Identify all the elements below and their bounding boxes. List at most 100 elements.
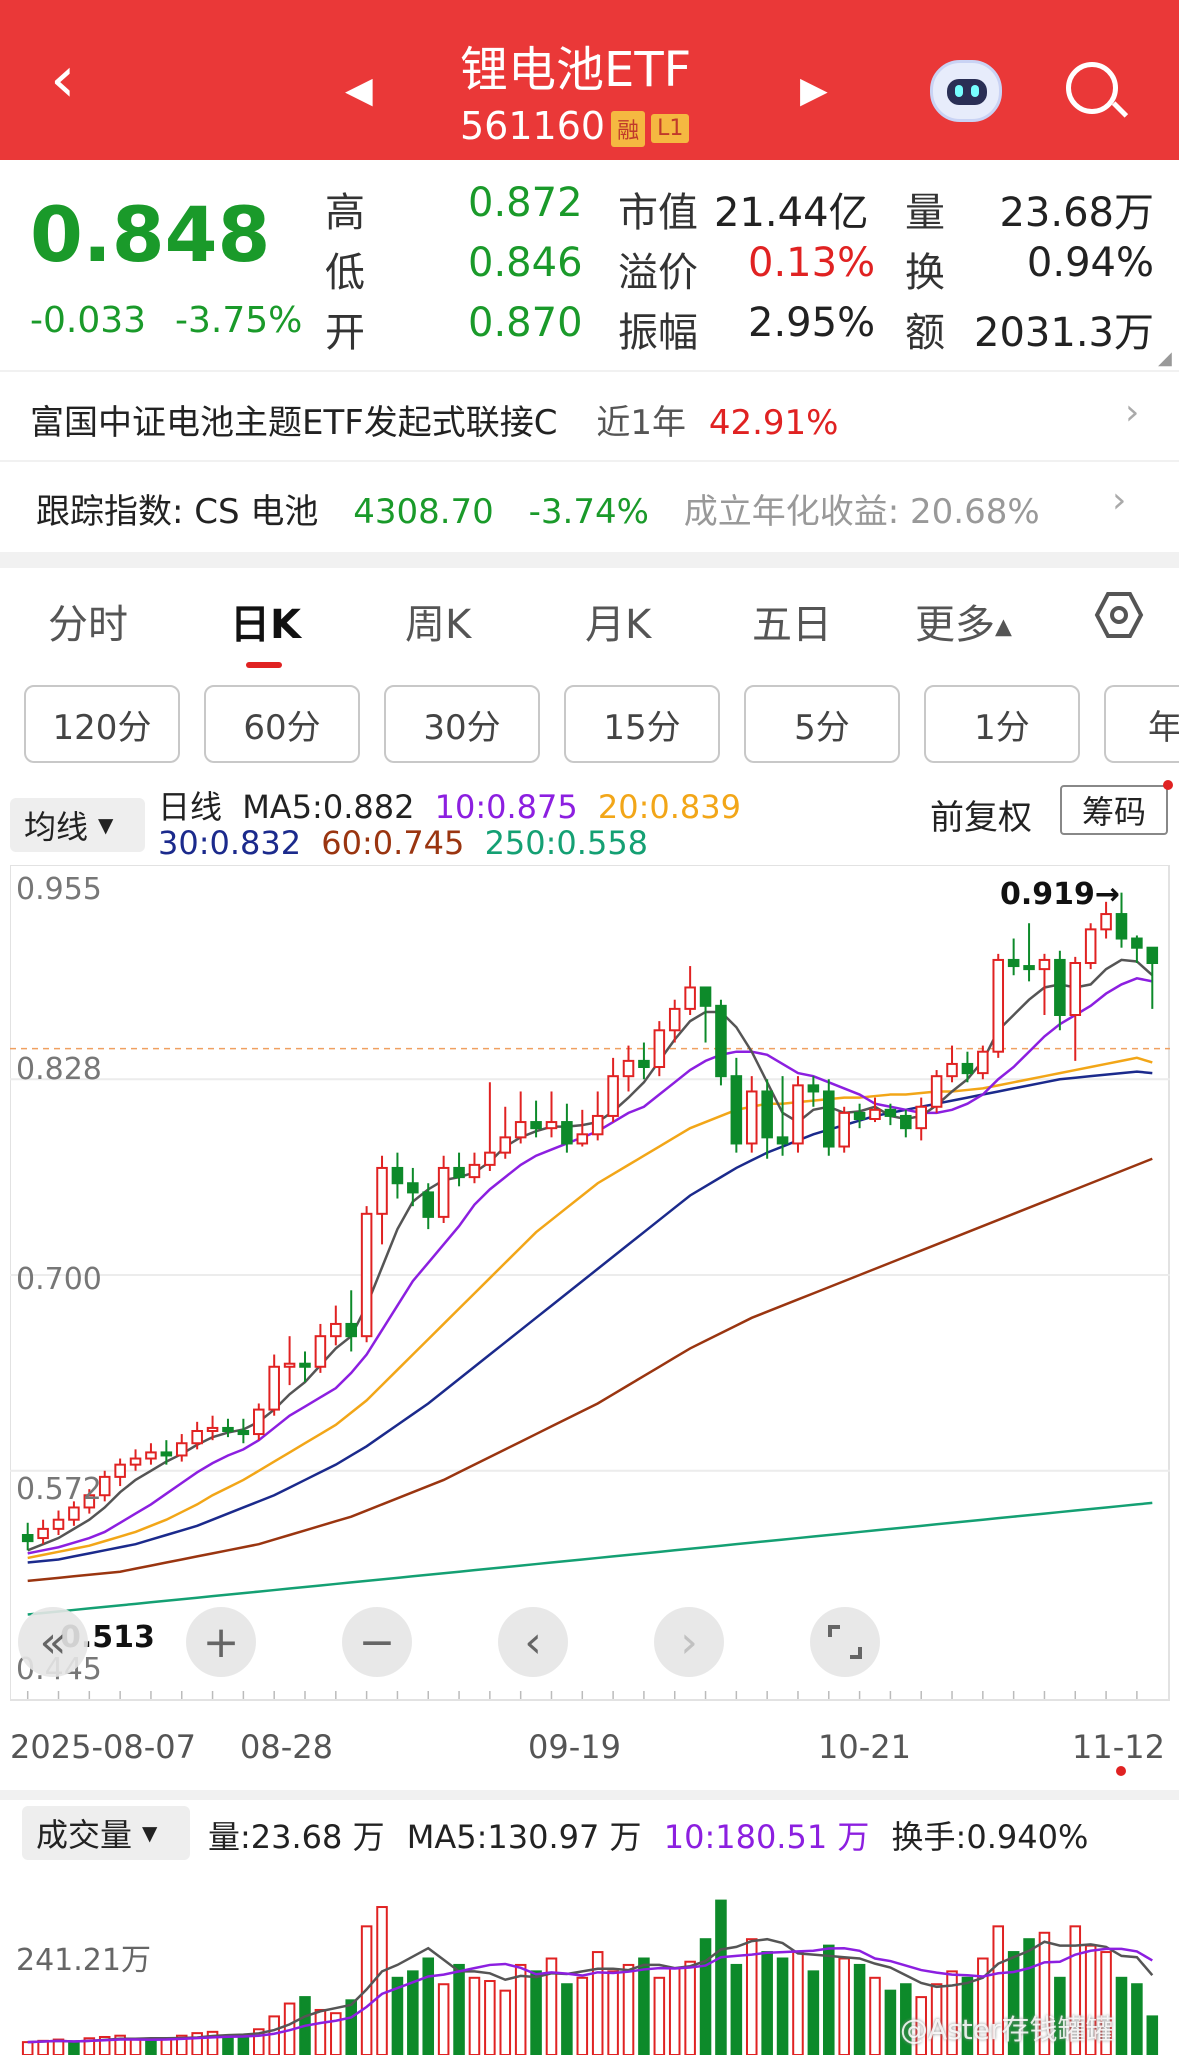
chevron-right-icon[interactable]: › [1125, 392, 1140, 433]
volume-bar [1054, 1976, 1066, 2055]
volume-bar [730, 1963, 743, 2055]
active-tab-indicator [246, 662, 282, 668]
chevron-right-icon[interactable]: › [1112, 480, 1127, 521]
amount-label: 额 [905, 310, 945, 356]
period-5min[interactable]: 5分 [744, 685, 900, 763]
scroll-right-icon[interactable]: › [654, 1607, 724, 1677]
linked-fund-return: 42.91% [708, 403, 839, 443]
volume-bar [745, 1938, 758, 2055]
candle-body [345, 1322, 357, 1338]
robot-assistant-icon[interactable] [930, 60, 1002, 122]
index-value: 4308.70 [353, 492, 494, 532]
volume-bar [330, 2012, 342, 2055]
candle-body [930, 1075, 943, 1108]
volume-bar [129, 2038, 142, 2055]
watermark: @Aster存钱罐罐 [900, 2013, 1114, 2046]
tab-weekly-k[interactable]: 周K [405, 602, 472, 648]
search-icon[interactable] [1066, 62, 1129, 118]
candle-body [576, 1133, 589, 1145]
date-label: 2025-08-07 [10, 1728, 196, 1766]
candle-body [499, 1136, 512, 1154]
ma60-line [27, 1157, 1153, 1583]
volume-bar [376, 1906, 388, 2055]
level-tag: L1 [651, 114, 690, 143]
tab-monthly-k[interactable]: 月K [585, 602, 652, 648]
chips-button[interactable]: 筹码 [1060, 785, 1168, 835]
candle-body [776, 1136, 789, 1145]
linked-fund-row[interactable]: 富国中证电池主题ETF发起式联接C 近1年 42.91% [30, 395, 1160, 444]
candle-body [745, 1090, 758, 1145]
volume-bar [1131, 1983, 1143, 2055]
candle-body [1084, 928, 1097, 965]
volume-bar [222, 2035, 234, 2055]
kline-chart[interactable] [10, 865, 1170, 1705]
tracking-index-row[interactable]: 跟踪指数: CS 电池 4308.70 -3.74% 成立年化收益: 20.68… [36, 484, 1040, 533]
date-label: 10-21 [818, 1728, 911, 1766]
candle-body [869, 1108, 881, 1121]
settings-hex-icon[interactable] [1094, 590, 1144, 640]
volume-bar [607, 1970, 619, 2055]
volume-bar [792, 1951, 804, 2055]
period-120min[interactable]: 120分 [24, 685, 180, 763]
amplitude-value: 2.95% [748, 300, 876, 346]
candle-body [884, 1108, 897, 1117]
volume-bar [915, 1996, 927, 2055]
back-icon[interactable]: ‹ [50, 43, 76, 117]
candle-body [545, 1121, 558, 1130]
volume-bar [545, 1957, 558, 2055]
ma-selector[interactable]: 均线 ▼ [10, 798, 145, 852]
premium-value: 0.13% [748, 240, 876, 286]
prev-stock-icon[interactable]: ◀ [345, 70, 373, 111]
volume-bar [145, 2039, 157, 2055]
candle-body [330, 1322, 342, 1338]
period-year[interactable]: 年 [1104, 685, 1179, 763]
scroll-left-fast-icon[interactable]: « [18, 1607, 88, 1677]
volume-bar [37, 2039, 49, 2055]
zoom-out-icon[interactable]: − [342, 1607, 412, 1677]
scroll-left-icon[interactable]: ‹ [498, 1607, 568, 1677]
period-30min[interactable]: 30分 [384, 685, 540, 763]
candle-body [21, 1534, 34, 1543]
volume-legend: 量:23.68 万 MA5:130.97 万 10:180.51 万 换手:0.… [208, 1812, 1088, 1858]
volume-ma5-line [27, 1937, 1154, 2044]
tab-five-day[interactable]: 五日 [752, 602, 832, 648]
app-header: ‹ ◀ 锂电池ETF 561160 融 L1 ▶ [0, 0, 1179, 160]
candle-body [422, 1191, 435, 1218]
volume-bar [699, 1938, 712, 2055]
volume-bar [900, 1983, 912, 2055]
tab-daily-k[interactable]: 日K [230, 602, 301, 648]
indicator-selector[interactable]: 成交量 ▼ [22, 1806, 190, 1860]
expand-icon[interactable]: ◢ [1158, 348, 1172, 369]
period-15min[interactable]: 15分 [564, 685, 720, 763]
ma5-line [27, 958, 1154, 1552]
candle-body [484, 1151, 496, 1166]
candle-body [514, 1121, 527, 1139]
volume-bar [668, 1967, 681, 2055]
tab-more[interactable]: 更多▲ [915, 592, 1012, 650]
adjust-mode[interactable]: 前复权 [930, 798, 1032, 838]
candle-body [391, 1166, 404, 1185]
ma-selector-label: 均线 [24, 808, 89, 846]
volume-bar [961, 1976, 974, 2055]
candle-body [175, 1442, 188, 1457]
fullscreen-icon[interactable] [810, 1607, 880, 1677]
next-stock-icon[interactable]: ▶ [800, 70, 828, 111]
candle-body [977, 1050, 989, 1075]
volume-label: 量 [905, 190, 945, 236]
y-axis-top: 0.955 [16, 872, 102, 907]
open-label: 开 [325, 310, 365, 356]
candle-body [561, 1121, 573, 1145]
zoom-in-icon[interactable]: + [186, 1607, 256, 1677]
divider [0, 370, 1179, 372]
candle-body [730, 1075, 743, 1145]
period-1min[interactable]: 1分 [924, 685, 1080, 763]
volume-chart[interactable] [10, 1862, 1170, 2055]
tab-intraday[interactable]: 分时 [48, 602, 128, 648]
candle-body [37, 1527, 49, 1540]
quote-panel: 0.848 -0.033 -3.75% 高 低 开 0.872 0.846 0.… [0, 160, 1179, 370]
index-pct: -3.74% [528, 492, 649, 532]
volume-bar [992, 1925, 1005, 2055]
candle-body [838, 1111, 850, 1148]
period-60min[interactable]: 60分 [204, 685, 360, 763]
candle-body [145, 1451, 157, 1460]
